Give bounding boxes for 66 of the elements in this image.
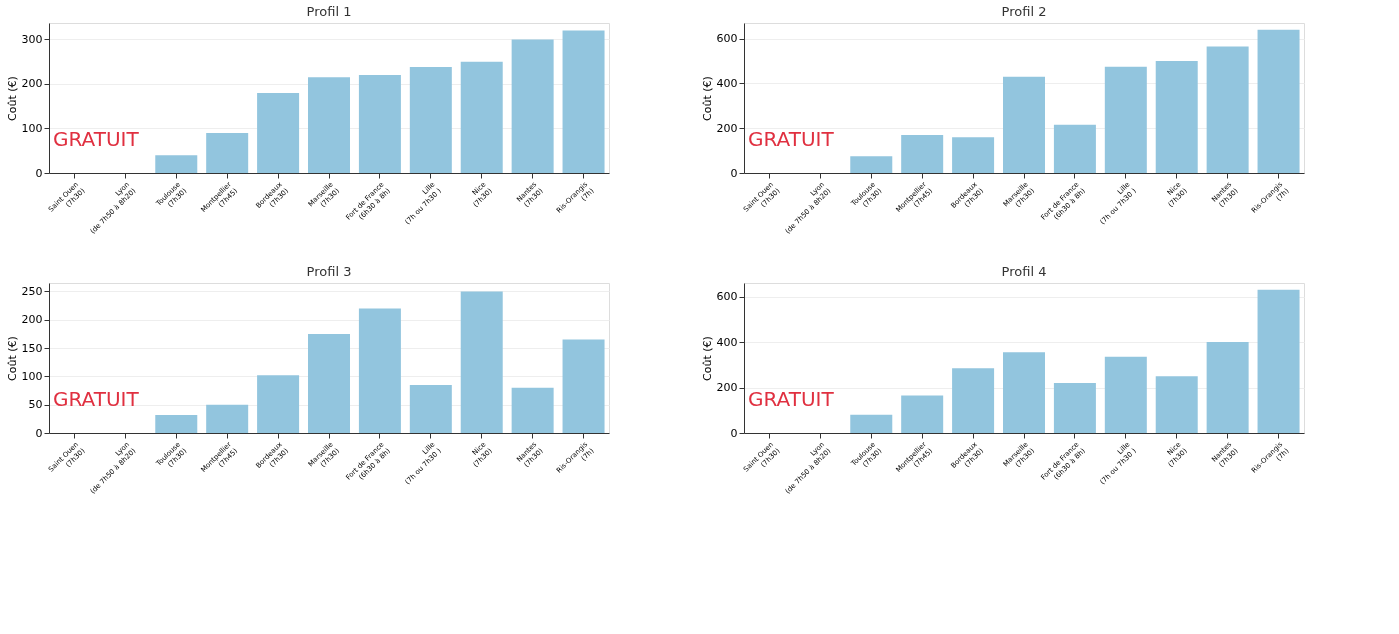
y-tick-label: 0 xyxy=(730,426,738,440)
y-tick-label: 200 xyxy=(716,381,738,395)
chart-title: Profil 2 xyxy=(1001,4,1047,19)
bar xyxy=(206,404,249,433)
bar xyxy=(901,134,944,173)
bar xyxy=(1104,66,1147,173)
bar xyxy=(460,61,503,173)
bar xyxy=(562,30,605,173)
bar xyxy=(308,333,350,433)
bar xyxy=(1104,356,1147,433)
bar xyxy=(1053,124,1096,173)
y-tick-label: 600 xyxy=(716,290,738,304)
y-tick-label: 600 xyxy=(716,32,738,46)
y-axis-title: Coût (€) xyxy=(700,76,714,121)
chart-title: Profil 1 xyxy=(306,4,352,19)
y-tick-label: 200 xyxy=(21,313,43,327)
bar xyxy=(511,39,554,173)
bar xyxy=(358,308,401,433)
bar xyxy=(155,414,198,433)
y-tick-label: 0 xyxy=(35,426,43,440)
chart-title: Profil 4 xyxy=(1001,264,1047,279)
bar xyxy=(1003,76,1045,173)
bar xyxy=(562,339,605,433)
y-tick-label: 150 xyxy=(21,341,43,355)
bar xyxy=(952,137,995,173)
y-tick-label: 400 xyxy=(716,335,738,349)
bar xyxy=(155,155,198,173)
y-tick-label: 0 xyxy=(35,166,43,180)
y-tick-label: 50 xyxy=(28,398,43,412)
chart-title: Profil 3 xyxy=(306,264,352,279)
y-tick-label: 400 xyxy=(716,76,738,90)
bar xyxy=(1206,342,1249,433)
bar xyxy=(1053,383,1096,433)
y-tick-label: 300 xyxy=(21,32,43,46)
bar xyxy=(257,92,300,173)
y-tick-label: 200 xyxy=(21,77,43,91)
bar xyxy=(952,368,995,433)
bar xyxy=(511,387,554,433)
bar xyxy=(1206,46,1249,173)
y-tick-label: 100 xyxy=(21,369,43,383)
bar xyxy=(1257,29,1300,173)
bar xyxy=(460,291,503,433)
annotation: GRATUIT xyxy=(53,127,140,151)
bar xyxy=(901,395,944,433)
y-axis-title: Coût (€) xyxy=(5,336,19,381)
bar xyxy=(358,75,401,173)
bar xyxy=(1257,289,1300,433)
bar xyxy=(850,414,893,433)
annotation: GRATUIT xyxy=(748,127,835,151)
bar xyxy=(257,375,300,433)
bar xyxy=(1155,376,1198,433)
bar xyxy=(409,384,452,433)
y-axis-title: Coût (€) xyxy=(700,336,714,381)
annotation: GRATUIT xyxy=(53,387,140,411)
annotation: GRATUIT xyxy=(748,387,835,411)
y-tick-label: 250 xyxy=(21,284,43,298)
y-tick-label: 100 xyxy=(21,121,43,135)
bar xyxy=(206,132,249,173)
bar xyxy=(308,77,350,173)
bar xyxy=(1155,61,1198,173)
bar xyxy=(1003,352,1045,433)
bar xyxy=(409,67,452,173)
bar xyxy=(850,156,893,173)
y-tick-label: 0 xyxy=(730,166,738,180)
y-axis-title: Coût (€) xyxy=(5,76,19,121)
y-tick-label: 200 xyxy=(716,121,738,135)
